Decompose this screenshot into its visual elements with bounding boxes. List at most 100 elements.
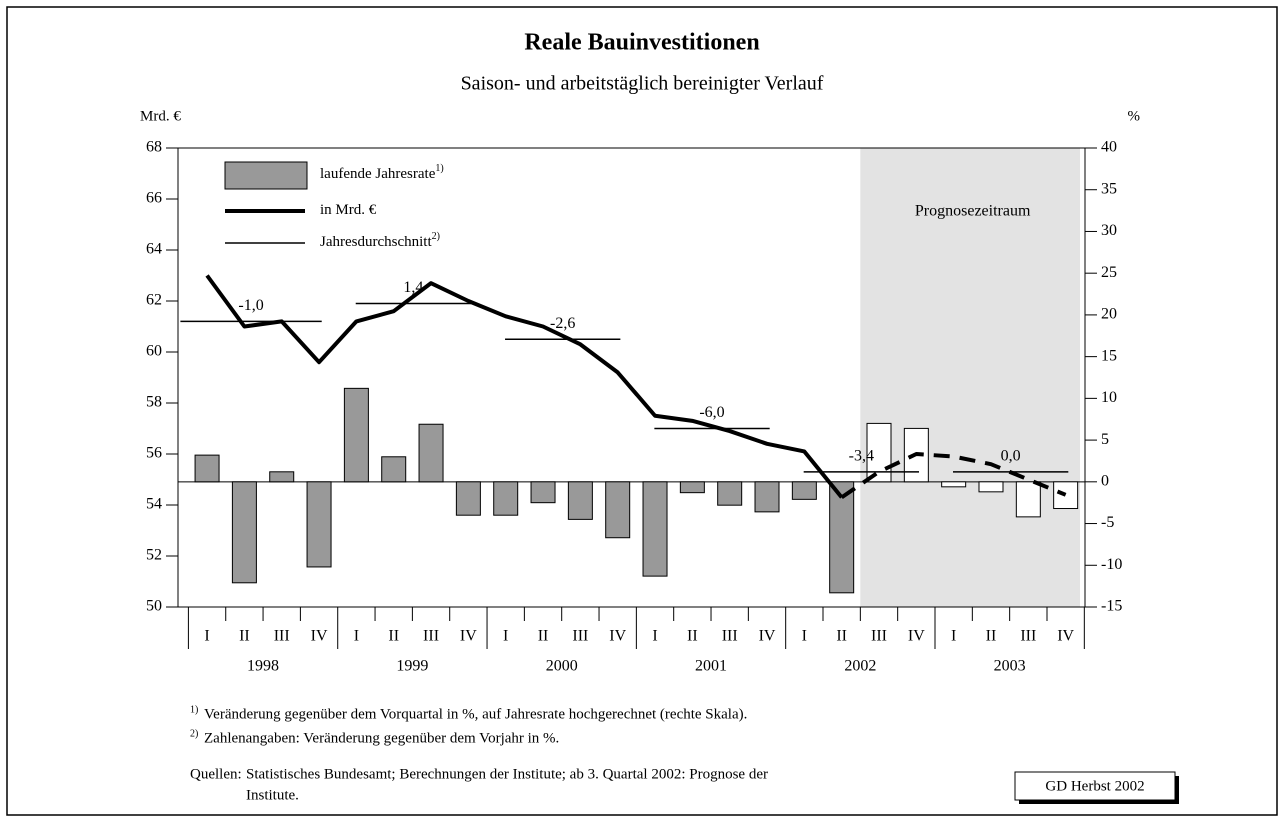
bar — [978, 481, 1004, 493]
chart-title: Reale Bauinvestitionen — [524, 30, 759, 56]
y2-tick-label: 0 — [1101, 472, 1109, 489]
y-tick-label: 50 — [146, 598, 162, 615]
x-tick-label: I — [204, 628, 209, 645]
y-tick-label: 52 — [146, 547, 162, 564]
annual-change-label: -6,0 — [699, 404, 724, 421]
y-tick-label: 64 — [146, 241, 162, 258]
y2-tick-label: 35 — [1101, 180, 1117, 197]
bar — [754, 481, 780, 513]
x-tick-label: III — [572, 628, 588, 645]
legend-swatch — [224, 161, 308, 190]
bar — [381, 456, 407, 483]
x-tick-label: II — [687, 628, 698, 645]
bar — [530, 481, 556, 504]
y2-tick-label: 5 — [1101, 431, 1109, 448]
bar — [194, 454, 220, 483]
x-tick-label: I — [503, 628, 508, 645]
bar — [605, 481, 631, 539]
forecast-area — [860, 148, 1080, 607]
legend-note: 1) — [435, 163, 443, 174]
x-tick-label: II — [986, 628, 997, 645]
bar — [269, 471, 295, 483]
legend-label: in Mrd. € — [320, 202, 377, 218]
bar — [679, 481, 705, 494]
x-tick-label: IV — [1057, 628, 1074, 645]
x-tick-label: IV — [759, 628, 776, 645]
bar — [306, 481, 332, 568]
y2-tick-label: 25 — [1101, 264, 1117, 281]
bar — [941, 481, 967, 488]
badge-text: GD Herbst 2002 — [1045, 778, 1144, 794]
source-text: Institute. — [246, 787, 299, 803]
footnote-marker: 2) — [190, 728, 198, 739]
badge — [1014, 771, 1176, 801]
chart-subtitle: Saison- und arbeitstäglich bereinigter V… — [461, 73, 824, 95]
x-tick-label: I — [652, 628, 657, 645]
y-tick-label: 68 — [146, 139, 162, 156]
bar — [231, 481, 257, 584]
y2-tick-label: 15 — [1101, 347, 1117, 364]
bar — [642, 481, 668, 577]
x-tick-label: III — [423, 628, 439, 645]
x-year-label: 1998 — [247, 658, 279, 675]
x-year-label: 2002 — [844, 658, 876, 675]
bar — [829, 481, 855, 594]
legend-label: laufende Jahresrate1) — [320, 163, 444, 182]
annual-change-label: -3,4 — [849, 448, 874, 465]
x-tick-label: I — [951, 628, 956, 645]
y-tick-label: 58 — [146, 394, 162, 411]
y-axis-label: Mrd. € — [140, 108, 181, 124]
y2-tick-label: -15 — [1101, 598, 1122, 615]
bar — [717, 481, 743, 506]
x-tick-label: IV — [311, 628, 328, 645]
x-tick-label: II — [388, 628, 399, 645]
x-tick-label: IV — [908, 628, 925, 645]
bar — [493, 481, 519, 516]
x-year-label: 2003 — [994, 658, 1026, 675]
x-tick-label: III — [722, 628, 738, 645]
annual-change-label: -1,0 — [238, 297, 263, 314]
y-tick-label: 66 — [146, 190, 162, 207]
footnote-text: Zahlenangaben: Veränderung gegenüber dem… — [204, 730, 559, 746]
y2-tick-label: 40 — [1101, 139, 1117, 156]
source-label: Quellen: — [190, 766, 242, 782]
y-tick-label: 56 — [146, 445, 162, 462]
bar — [343, 387, 369, 483]
x-tick-label: II — [239, 628, 250, 645]
legend-note: 2) — [432, 231, 440, 242]
annual-change-label: -2,6 — [550, 315, 575, 332]
y2-tick-label: 10 — [1101, 389, 1117, 406]
forecast-label: Prognosezeitraum — [915, 203, 1031, 220]
legend-name: in Mrd. € — [320, 202, 377, 218]
x-tick-label: IV — [609, 628, 626, 645]
bar — [791, 481, 817, 500]
x-year-label: 2001 — [695, 658, 727, 675]
line — [205, 274, 844, 499]
annual-change-label: 1,4 — [403, 279, 423, 296]
x-tick-label: III — [871, 628, 887, 645]
x-tick-label: III — [274, 628, 290, 645]
y2-tick-label: 30 — [1101, 222, 1117, 239]
footnote-text: Veränderung gegenüber dem Vorquartal in … — [204, 706, 747, 722]
x-tick-label: I — [354, 628, 359, 645]
x-tick-label: II — [836, 628, 847, 645]
x-tick-label: I — [802, 628, 807, 645]
bar — [1053, 481, 1079, 510]
bar — [455, 481, 481, 516]
y2-tick-label: 20 — [1101, 306, 1117, 323]
x-tick-label: IV — [460, 628, 477, 645]
x-year-label: 1999 — [396, 658, 428, 675]
y-tick-label: 60 — [146, 343, 162, 360]
frame — [6, 6, 1278, 816]
y2-tick-label: -5 — [1101, 514, 1114, 531]
y-tick-label: 62 — [146, 292, 162, 309]
bar — [567, 481, 593, 520]
y-tick-label: 54 — [146, 496, 162, 513]
source-text: Statistisches Bundesamt; Berechnungen de… — [246, 766, 768, 782]
y2-tick-label: -10 — [1101, 556, 1122, 573]
legend-name: Jahresdurchschnitt — [320, 234, 432, 250]
legend-label: Jahresdurchschnitt2) — [320, 231, 440, 250]
annual-change-label: 0,0 — [1001, 448, 1021, 465]
x-year-label: 2000 — [546, 658, 578, 675]
